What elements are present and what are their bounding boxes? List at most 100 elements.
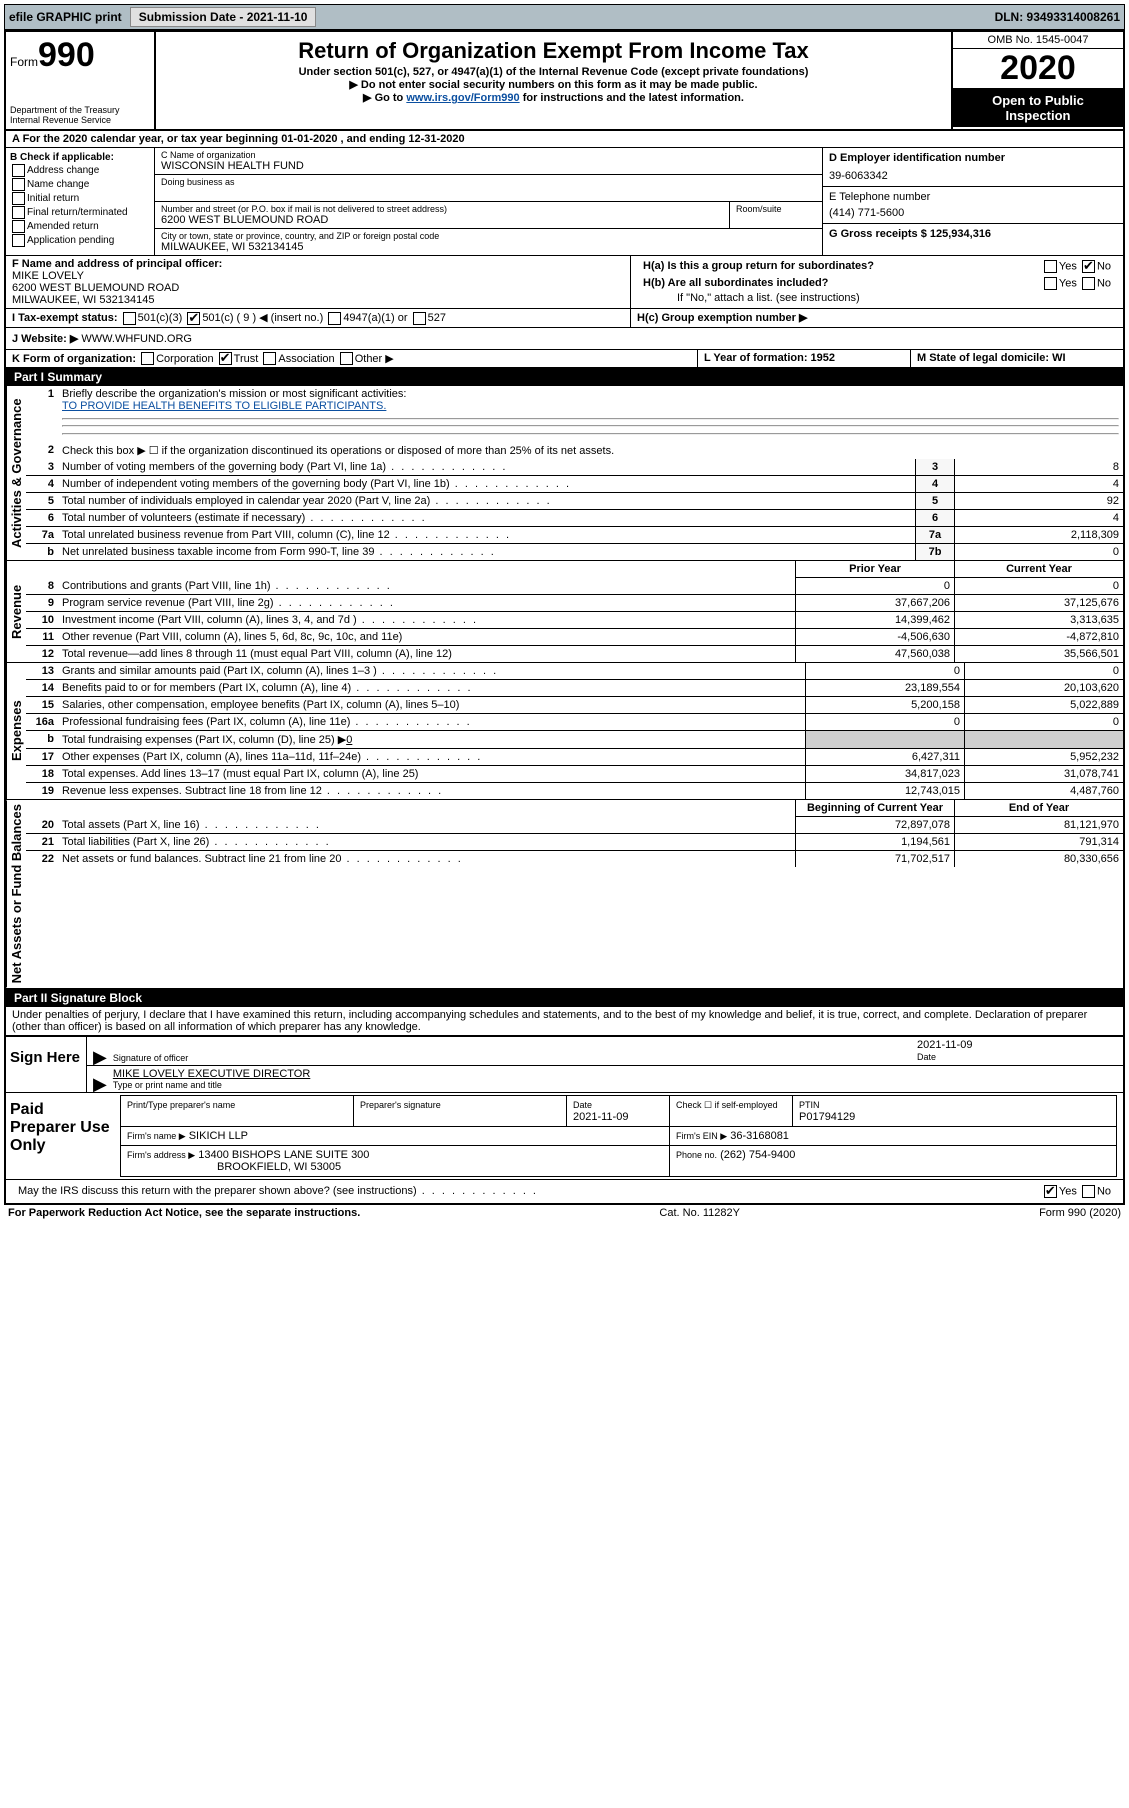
check-application-pending[interactable] bbox=[12, 234, 25, 247]
l13: Grants and similar amounts paid (Part IX… bbox=[58, 663, 806, 680]
city-label: City or town, state or province, country… bbox=[161, 231, 816, 241]
type-name-label: Type or print name and title bbox=[113, 1080, 1117, 1090]
l17: Other expenses (Part IX, column (A), lin… bbox=[58, 749, 806, 766]
check-501c3[interactable] bbox=[123, 312, 136, 325]
phone-value: (414) 771-5600 bbox=[829, 207, 1117, 219]
discuss-yes[interactable] bbox=[1044, 1185, 1057, 1198]
form-990-container: Form990 Department of the Treasury Inter… bbox=[4, 30, 1125, 1205]
gross-receipts: G Gross receipts $ 125,934,316 bbox=[829, 228, 1117, 240]
check-amended-return[interactable] bbox=[12, 220, 25, 233]
firm-phone-value: (262) 754-9400 bbox=[720, 1149, 795, 1161]
v4: 4 bbox=[955, 476, 1124, 493]
row-a-tax-year: A For the 2020 calendar year, or tax yea… bbox=[6, 131, 1123, 148]
l6: Total number of volunteers (estimate if … bbox=[58, 510, 916, 527]
firm-name-value: SIKICH LLP bbox=[189, 1130, 248, 1142]
l7a: Total unrelated business revenue from Pa… bbox=[58, 527, 916, 544]
room-label: Room/suite bbox=[736, 204, 816, 214]
subtitle-2: ▶ Do not enter social security numbers o… bbox=[164, 78, 943, 91]
dln-label: DLN: 93493314008261 bbox=[995, 10, 1120, 24]
ptin-value: P01794129 bbox=[799, 1111, 855, 1123]
subtitle-3-pre: ▶ Go to bbox=[363, 92, 406, 104]
org-name-label: C Name of organization bbox=[161, 150, 816, 160]
tax-status-row: I Tax-exempt status: 501(c)(3) 501(c) ( … bbox=[6, 309, 1123, 328]
check-assoc[interactable] bbox=[263, 352, 276, 365]
form-label: Form bbox=[10, 55, 38, 69]
firm-name-label: Firm's name ▶ bbox=[127, 1131, 186, 1141]
form-header: Form990 Department of the Treasury Inter… bbox=[6, 32, 1123, 131]
arrow-icon: ▶ bbox=[93, 1051, 107, 1063]
hdr-prior: Prior Year bbox=[796, 561, 955, 578]
officer-addr: 6200 WEST BLUEMOUND ROAD bbox=[12, 282, 624, 294]
inspection-2: Inspection bbox=[955, 108, 1121, 123]
addr-label: Number and street (or P.O. box if mail i… bbox=[161, 204, 723, 214]
col-c-org-info: C Name of organization WISCONSIN HEALTH … bbox=[155, 148, 822, 255]
ha-yes[interactable] bbox=[1044, 260, 1057, 273]
website-value: WWW.WHFUND.ORG bbox=[81, 333, 192, 345]
v7a: 2,118,309 bbox=[955, 527, 1124, 544]
form-title: Return of Organization Exempt From Incom… bbox=[164, 38, 943, 64]
firm-addr2: BROOKFIELD, WI 53005 bbox=[217, 1161, 341, 1173]
sign-here-label: Sign Here bbox=[6, 1037, 87, 1092]
sig-date-value: 2021-11-09 bbox=[917, 1039, 972, 1051]
l4: Number of independent voting members of … bbox=[58, 476, 916, 493]
efile-label: efile GRAPHIC print bbox=[9, 10, 122, 24]
check-501c[interactable] bbox=[187, 312, 200, 325]
state-domicile: M State of legal domicile: WI bbox=[911, 350, 1123, 368]
phone-label: E Telephone number bbox=[829, 191, 1117, 203]
hdr-end: End of Year bbox=[955, 800, 1124, 817]
hb-note: If "No," attach a list. (see instruction… bbox=[637, 292, 1117, 304]
ha-label: H(a) Is this a group return for subordin… bbox=[643, 260, 874, 272]
firm-phone-label: Phone no. bbox=[676, 1150, 717, 1160]
prep-name-label: Print/Type preparer's name bbox=[127, 1100, 235, 1110]
dept-treasury: Department of the Treasury bbox=[10, 105, 150, 115]
check-final-return[interactable] bbox=[12, 206, 25, 219]
website-row: J Website: ▶ WWW.WHFUND.ORG bbox=[6, 328, 1123, 350]
hb-yes[interactable] bbox=[1044, 277, 1057, 290]
k-label: K Form of organization: bbox=[12, 353, 136, 365]
l3: Number of voting members of the governin… bbox=[58, 459, 916, 476]
ein-label: D Employer identification number bbox=[829, 152, 1117, 164]
prep-sig-label: Preparer's signature bbox=[360, 1100, 441, 1110]
check-trust[interactable] bbox=[219, 352, 232, 365]
section-governance: Activities & Governance 1 Briefly descri… bbox=[6, 386, 1123, 561]
subtitle-1: Under section 501(c), 527, or 4947(a)(1)… bbox=[164, 66, 943, 78]
penalty-statement: Under penalties of perjury, I declare th… bbox=[6, 1007, 1123, 1035]
check-address-change[interactable] bbox=[12, 164, 25, 177]
check-corp[interactable] bbox=[141, 352, 154, 365]
l1-value[interactable]: TO PROVIDE HEALTH BENEFITS TO ELIGIBLE P… bbox=[62, 400, 386, 412]
l20: Total assets (Part X, line 16) bbox=[58, 817, 796, 834]
ha-no[interactable] bbox=[1082, 260, 1095, 273]
col-d-contact: D Employer identification number 39-6063… bbox=[822, 148, 1123, 255]
irs-link[interactable]: www.irs.gov/Form990 bbox=[406, 92, 519, 104]
dba-label: Doing business as bbox=[161, 177, 816, 187]
preparer-table: Print/Type preparer's name Preparer's si… bbox=[120, 1095, 1117, 1177]
l21: Total liabilities (Part X, line 26) bbox=[58, 834, 796, 851]
l7b: Net unrelated business taxable income fr… bbox=[58, 544, 916, 561]
header-right: OMB No. 1545-0047 2020 Open to Public In… bbox=[951, 32, 1123, 129]
footer-right: Form 990 (2020) bbox=[1039, 1207, 1121, 1219]
efile-top-bar: efile GRAPHIC print Submission Date - 20… bbox=[4, 4, 1125, 30]
hb-no[interactable] bbox=[1082, 277, 1095, 290]
section-expenses: Expenses 13Grants and similar amounts pa… bbox=[6, 663, 1123, 800]
check-other[interactable] bbox=[340, 352, 353, 365]
l22: Net assets or fund balances. Subtract li… bbox=[58, 851, 796, 868]
submission-date-button[interactable]: Submission Date - 2021-11-10 bbox=[130, 7, 317, 27]
check-527[interactable] bbox=[413, 312, 426, 325]
v7b: 0 bbox=[955, 544, 1124, 561]
section-net-assets: Net Assets or Fund Balances Beginning of… bbox=[6, 800, 1123, 988]
check-4947[interactable] bbox=[328, 312, 341, 325]
l8: Contributions and grants (Part VIII, lin… bbox=[58, 578, 796, 595]
check-name-change[interactable] bbox=[12, 178, 25, 191]
sig-officer-label: Signature of officer bbox=[113, 1053, 917, 1063]
discuss-no[interactable] bbox=[1082, 1185, 1095, 1198]
col-b-checkboxes: B Check if applicable: Address change Na… bbox=[6, 148, 155, 255]
prep-date-value: 2021-11-09 bbox=[573, 1111, 628, 1123]
sig-date-label: Date bbox=[917, 1052, 936, 1062]
section-revenue: Revenue Prior YearCurrent Year 8Contribu… bbox=[6, 561, 1123, 663]
check-initial-return[interactable] bbox=[12, 192, 25, 205]
part2-header: Part II Signature Block bbox=[6, 989, 1123, 1007]
l1-label: Briefly describe the organization's miss… bbox=[62, 388, 406, 400]
col-b-title: B Check if applicable: bbox=[10, 152, 150, 163]
v3: 8 bbox=[955, 459, 1124, 476]
l16b-val: 0 bbox=[346, 734, 352, 746]
